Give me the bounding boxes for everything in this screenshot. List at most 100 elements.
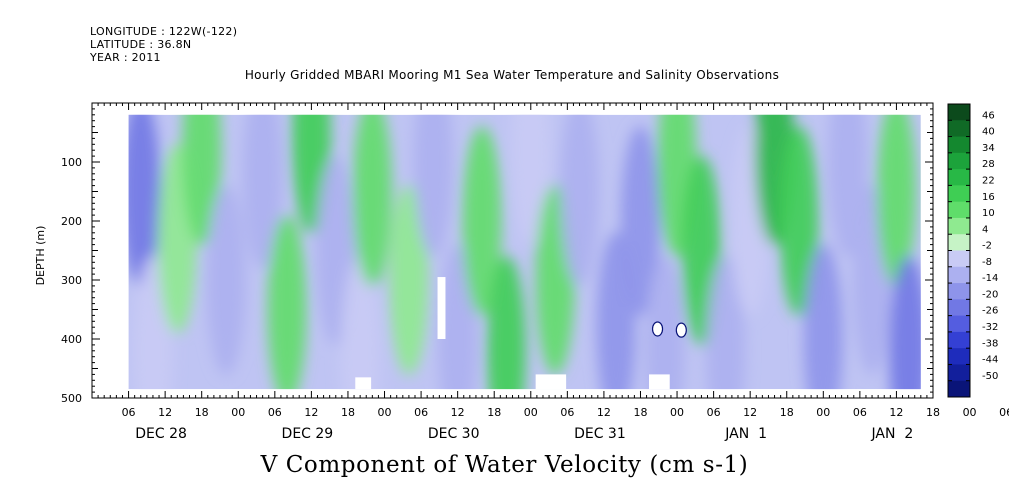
missing-block-3 [649, 374, 670, 390]
colorbar-band-4 [948, 169, 970, 186]
colorbar-label-7: 4 [982, 224, 988, 235]
field-blob-20 [620, 126, 660, 316]
field-blob-27 [779, 126, 819, 316]
x-hour-tick-label-3: 00 [231, 406, 245, 419]
colorbar-band-17 [948, 380, 970, 398]
colorbar-band-5 [948, 185, 970, 203]
longitude-label: LONGITUDE : 122W(-122) [90, 25, 238, 38]
x-hour-tick-label-0: 06 [122, 406, 136, 419]
x-date-label-3: DEC 31 [574, 426, 626, 442]
x-date-label-5: JAN 2 [871, 426, 914, 442]
x-hour-tick-label-20: 06 [853, 406, 867, 419]
field-blob-31 [876, 114, 916, 287]
x-hour-tick-label-12: 06 [560, 406, 574, 419]
missing-block-0 [437, 277, 446, 339]
x-hour-tick-label-22: 18 [926, 406, 940, 419]
x-hour-tick-label-24: 06 [999, 406, 1009, 419]
y-axis: 100 200 300 400 500 [61, 102, 933, 405]
colorbar-band-6 [948, 201, 970, 219]
colorbar-band-3 [948, 152, 970, 170]
x-hour-tick-label-21: 12 [889, 406, 903, 419]
x-hour-tick-label-11: 00 [524, 406, 538, 419]
colorbar-band-11 [948, 283, 970, 300]
field-blob-28 [803, 244, 843, 390]
colorbar-label-5: 16 [982, 192, 995, 203]
metadata-block: LONGITUDE : 122W(-122) LATITUDE : 36.8N … [90, 25, 237, 64]
x-hour-tick-label-9: 12 [451, 406, 465, 419]
field-blob-3 [182, 114, 222, 246]
colorbar-label-11: -20 [982, 289, 998, 300]
colorbar-band-1 [948, 120, 970, 138]
x-hour-tick-label-13: 12 [597, 406, 611, 419]
colorbar-label-15: -44 [982, 355, 998, 366]
field-blob-5 [243, 114, 283, 269]
x-hour-tick-label-15: 00 [670, 406, 684, 419]
colorbar-band-10 [948, 266, 970, 284]
x-hour-tick-label-8: 06 [414, 406, 428, 419]
colorbar-band-12 [948, 299, 970, 317]
field-blob-11 [389, 185, 429, 375]
x-hour-tick-label-17: 12 [743, 406, 757, 419]
missing-block-2 [535, 374, 567, 390]
field-blob-0 [128, 114, 161, 287]
colorbar-band-14 [948, 331, 970, 349]
colorbar-label-4: 22 [982, 176, 995, 187]
field-blob-12 [413, 114, 453, 257]
colorbar-label-14: -38 [982, 338, 998, 349]
field-blob-6 [267, 214, 307, 390]
field-blob-15 [486, 255, 526, 390]
x-hour-tick-label-5: 12 [304, 406, 318, 419]
field-blob-16 [511, 114, 551, 246]
colorbar-label-13: -32 [982, 322, 998, 333]
colorbar-band-8 [948, 234, 970, 251]
missing-data-areas [355, 277, 687, 390]
y-tick-label-3: 400 [61, 333, 82, 346]
colorbar-band-15 [948, 348, 970, 365]
x-hour-tick-label-14: 18 [633, 406, 647, 419]
colorbar-band-9 [948, 250, 970, 268]
x-date-label-0: DEC 28 [135, 426, 187, 442]
colorbar-label-2: 34 [982, 143, 995, 154]
x-axis: 06 12 18 00 06 12 18 00 06 12 18 00 06 12 18 00 06 12 18 00… [91, 103, 1009, 442]
colorbar-label-9: -8 [982, 257, 992, 268]
field-blob-18 [560, 114, 600, 287]
x-hour-tick-label-16: 06 [707, 406, 721, 419]
latitude-label: LATITUDE : 36.8N [90, 38, 192, 51]
x-date-label-1: DEC 29 [282, 426, 334, 442]
field-blob-32 [889, 255, 921, 390]
x-date-label-4: JAN 1 [724, 426, 767, 442]
colorbar-label-0: 46 [982, 110, 995, 121]
field-blob-24 [706, 255, 746, 390]
field-blob-10 [352, 114, 392, 287]
field-blob-21 [645, 255, 685, 390]
x-hour-tick-label-4: 06 [268, 406, 282, 419]
colorbar: 46 40 34 28 22 16 10 4 -2 -8 -14 -20 -26 -32 -38 -44 -50 [947, 103, 998, 398]
y-tick-label-2: 300 [61, 274, 82, 287]
colorbar-label-10: -14 [982, 273, 998, 284]
x-hour-tick-label-23: 00 [963, 406, 977, 419]
colorbar-band-16 [948, 364, 970, 382]
y-tick-label-0: 100 [61, 156, 82, 169]
x-hour-tick-label-10: 18 [487, 406, 501, 419]
x-hour-tick-label-7: 00 [378, 406, 392, 419]
x-hour-tick-label-6: 18 [341, 406, 355, 419]
x-hour-tick-label-19: 00 [816, 406, 830, 419]
x-hour-tick-label-2: 18 [195, 406, 209, 419]
x-date-label-2: DEC 30 [428, 426, 480, 442]
field-blob-14 [462, 126, 502, 316]
x-hour-tick-label-18: 18 [780, 406, 794, 419]
field-blob-4 [206, 185, 246, 375]
colorbar-label-8: -2 [982, 241, 992, 252]
velocity-field [128, 114, 921, 390]
year-label: YEAR : 2011 [90, 51, 161, 64]
missing-block-1 [355, 377, 372, 390]
missing-oval-0 [651, 321, 664, 337]
colorbar-label-3: 28 [982, 159, 995, 170]
colorbar-label-12: -26 [982, 306, 998, 317]
colorbar-band-0 [948, 104, 970, 121]
y-tick-label-4: 500 [61, 392, 82, 405]
colorbar-label-6: 10 [982, 208, 995, 219]
chart-title: Hourly Gridded MBARI Mooring M1 Sea Wate… [244, 68, 780, 82]
colorbar-band-2 [948, 136, 970, 154]
